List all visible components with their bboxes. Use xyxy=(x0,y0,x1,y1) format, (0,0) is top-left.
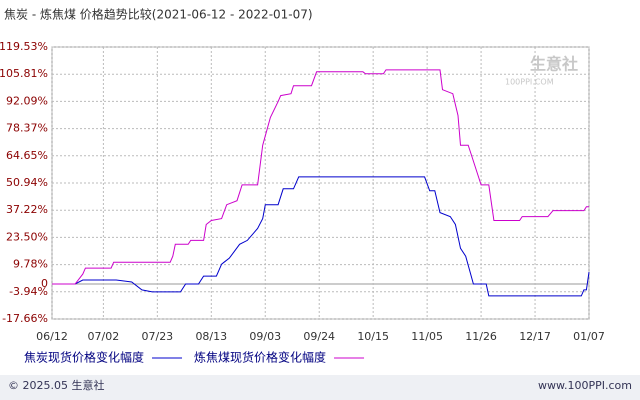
x-tick-label: 11/26 xyxy=(465,330,497,343)
watermark-sub: 100PPI.COM xyxy=(505,78,554,87)
x-tick-label: 08/13 xyxy=(195,330,227,343)
x-tick-label: 06/12 xyxy=(36,330,68,343)
series-line xyxy=(52,176,590,297)
y-tick-label: 50.94% xyxy=(6,176,48,189)
y-tick-label: 78.37% xyxy=(6,122,48,135)
x-tick-label: 07/23 xyxy=(141,330,173,343)
x-tick-label: 10/15 xyxy=(357,330,389,343)
footer xyxy=(0,375,640,400)
watermark: 生意社 xyxy=(530,55,578,74)
y-tick-label: 92.09% xyxy=(6,94,48,107)
y-tick-label: -3.94% xyxy=(9,285,48,298)
x-tick-label: 09/24 xyxy=(303,330,335,343)
x-tick-label: 07/02 xyxy=(88,330,120,343)
series-line xyxy=(52,69,589,285)
y-tick-label: 64.65% xyxy=(6,149,48,162)
legend-label: 炼焦煤现货价格变化幅度 xyxy=(194,350,326,365)
x-tick-label: 01/07 xyxy=(573,330,605,343)
legend-label: 焦炭现货价格变化幅度 xyxy=(24,350,144,365)
y-tick-label: 37.22% xyxy=(6,203,48,216)
footer-left: © 2025.05 生意社 xyxy=(8,378,104,392)
y-tick-label: 0 xyxy=(41,277,48,290)
y-tick-label: 119.53% xyxy=(0,40,48,53)
y-tick-label: 105.81% xyxy=(0,67,48,80)
x-tick-label: 11/05 xyxy=(411,330,443,343)
y-tick-label: 23.50% xyxy=(6,230,48,243)
y-tick-label: 9.78% xyxy=(13,258,48,271)
footer-right: www.100PPI.com xyxy=(538,379,632,392)
chart-title: 焦炭 - 炼焦煤 价格趋势比较(2021-06-12 - 2022-01-07) xyxy=(4,7,313,22)
x-tick-label: 09/03 xyxy=(249,330,281,343)
x-tick-label: 12/17 xyxy=(519,330,551,343)
y-tick-label: -17.66% xyxy=(2,312,48,325)
